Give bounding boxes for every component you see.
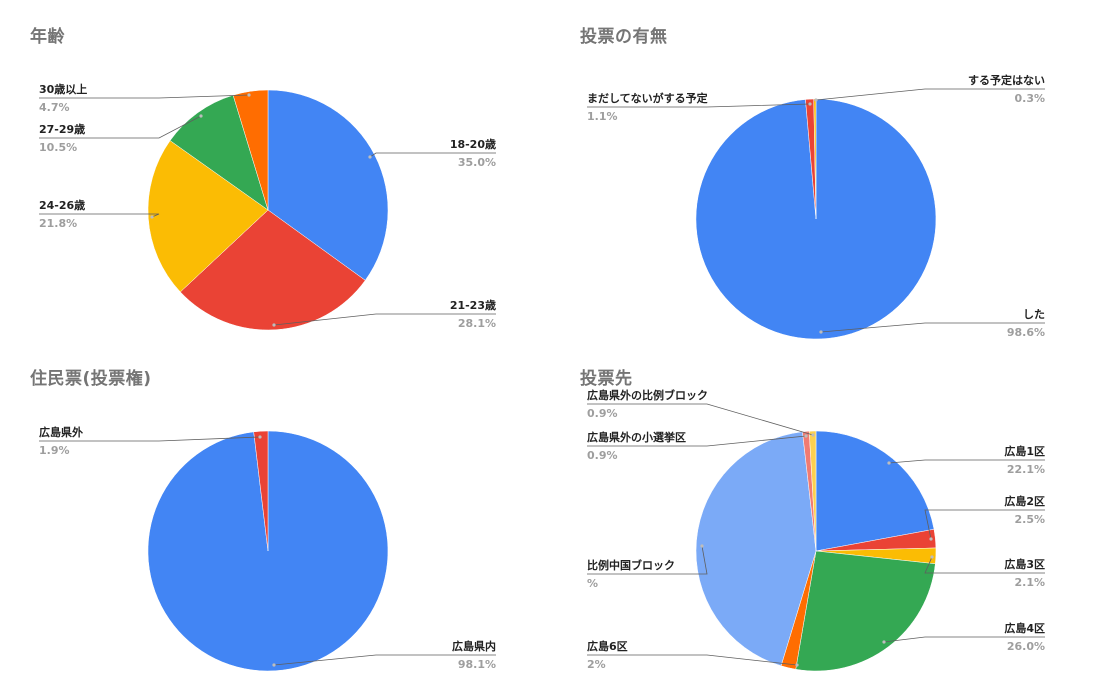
pie-slice-0-2 [147, 140, 269, 293]
slice-label-3-0: 広島1区 [1004, 444, 1045, 458]
leader-line-3-3 [883, 636, 1045, 643]
leader-line-2-0 [273, 654, 496, 666]
slice-value-0-2: 21.8% [39, 217, 77, 230]
slice-label-3-5: 比例中国ブロック [587, 558, 675, 572]
chart-title-voted: 投票の有無 [580, 27, 668, 47]
leader-dot-3-5 [700, 544, 704, 548]
slice-value-3-2: 2.1% [1014, 576, 1045, 589]
slice-value-3-0: 22.1% [1007, 463, 1045, 476]
chart-title-residence: 住民票(投票権) [30, 369, 152, 389]
slice-label-3-7: 広島県外の比例ブロック [587, 388, 708, 402]
leader-dot-2-0 [272, 663, 276, 667]
slice-value-3-6: 0.9% [587, 449, 618, 462]
slice-value-0-0: 35.0% [458, 156, 496, 169]
leader-dot-3-6 [804, 434, 808, 438]
slice-label-2-1: 広島県外 [39, 425, 83, 439]
leader-line-0-2 [39, 213, 160, 218]
slice-value-0-4: 4.7% [39, 101, 70, 114]
leader-line-3-1 [924, 509, 1045, 540]
slice-value-3-5: % [587, 577, 598, 590]
leader-line-3-6 [587, 435, 807, 447]
leader-line-3-0 [888, 459, 1045, 464]
pie-slice-3-7 [808, 430, 817, 552]
leader-line-3-2 [924, 556, 1045, 574]
slice-value-1-0: 98.6% [1007, 326, 1045, 339]
leader-dot-0-0 [368, 155, 372, 159]
slice-value-3-1: 2.5% [1014, 513, 1045, 526]
pie-slice-3-3 [795, 550, 936, 672]
pie-slice-0-0 [267, 89, 389, 281]
leader-line-3-5 [587, 545, 708, 575]
slice-label-3-2: 広島3区 [1004, 557, 1045, 571]
slice-label-0-0: 18-20歳 [450, 137, 496, 151]
slice-label-2-0: 広島県内 [452, 639, 496, 653]
leader-dot-0-2 [150, 215, 154, 219]
leader-dot-0-1 [272, 323, 276, 327]
slice-label-3-6: 広島県外の小選挙区 [587, 430, 686, 444]
slice-value-0-1: 28.1% [458, 317, 496, 330]
slice-label-0-4: 30歳以上 [39, 82, 87, 96]
leader-line-1-2 [815, 88, 1045, 101]
slice-value-3-4: 2% [587, 658, 606, 671]
slice-label-1-0: した [1023, 308, 1045, 321]
slice-value-2-0: 98.1% [458, 658, 496, 671]
slice-value-1-1: 1.1% [587, 110, 618, 123]
chart-title-vote-target: 投票先 [580, 369, 633, 389]
slice-label-0-2: 24-26歳 [39, 198, 85, 212]
leader-line-1-1 [587, 103, 811, 108]
leader-dot-1-1 [808, 102, 812, 106]
leader-dot-3-7 [811, 433, 815, 437]
leader-line-0-4 [39, 94, 250, 99]
slice-value-0-3: 10.5% [39, 141, 77, 154]
slice-value-1-2: 0.3% [1014, 92, 1045, 105]
leader-dot-3-1 [929, 537, 933, 541]
leader-line-3-7 [587, 403, 814, 436]
pie-slice-0-1 [179, 209, 366, 331]
slice-value-2-1: 1.9% [39, 444, 70, 457]
slice-label-0-3: 27-29歳 [39, 122, 85, 136]
leader-dot-1-0 [819, 330, 823, 334]
leader-dot-0-4 [247, 93, 251, 97]
leader-dot-0-3 [199, 114, 203, 118]
pie-slice-3-0 [815, 430, 935, 552]
leader-line-0-0 [369, 152, 496, 158]
slice-label-0-1: 21-23歳 [450, 298, 496, 312]
leader-dot-3-0 [887, 461, 891, 465]
leader-line-2-1 [39, 436, 261, 442]
leader-line-0-3 [39, 115, 202, 139]
pie-slice-2-1 [253, 430, 269, 552]
leader-line-3-4 [587, 654, 798, 666]
leader-dot-2-1 [258, 435, 262, 439]
slice-value-3-3: 26.0% [1007, 640, 1045, 653]
slice-label-3-4: 広島6区 [587, 639, 628, 653]
slice-label-3-1: 広島2区 [1004, 494, 1045, 508]
slice-value-3-7: 0.9% [587, 407, 618, 420]
chart-title-age: 年齢 [30, 27, 65, 47]
slice-label-1-1: まだしてないがする予定 [587, 91, 708, 105]
leader-line-1-0 [820, 322, 1045, 333]
pie-slice-3-5 [695, 431, 817, 667]
slice-label-3-3: 広島4区 [1004, 621, 1045, 635]
slice-label-1-2: する予定はない [968, 73, 1045, 87]
leader-dot-3-3 [882, 640, 886, 644]
leader-dot-3-2 [930, 555, 934, 559]
leader-dot-1-2 [814, 98, 818, 102]
leader-line-0-1 [273, 313, 496, 326]
leader-dot-3-4 [795, 663, 799, 667]
